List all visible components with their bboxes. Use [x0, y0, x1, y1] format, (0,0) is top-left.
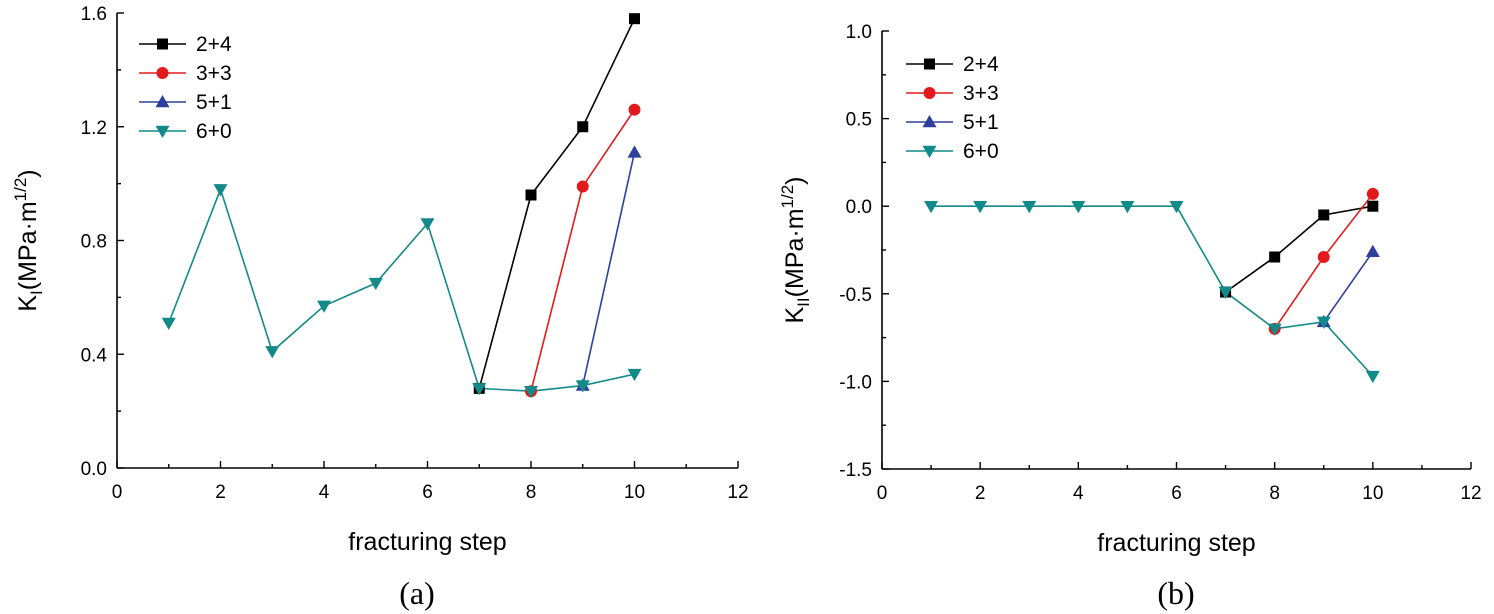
x-tick-label: 0	[877, 483, 888, 504]
data-point	[1071, 200, 1086, 214]
y-tick-label: 1.6	[81, 4, 107, 25]
series-line-2+4	[1225, 205, 1373, 293]
legend-label: 2+4	[963, 53, 999, 76]
data-point	[1316, 316, 1331, 329]
data-point	[627, 145, 642, 158]
legend-marker	[922, 115, 937, 128]
y-tick-label: 1.0	[846, 22, 872, 43]
panel-caption: (b)	[1157, 575, 1194, 611]
y-axis-title: KI(MPa·m1/2)	[11, 169, 46, 311]
x-tick-label: 8	[1269, 483, 1280, 504]
series-line-6+0	[931, 205, 1374, 377]
data-point	[420, 218, 435, 231]
data-point	[1269, 251, 1281, 263]
data-point	[628, 103, 641, 116]
y-tick-label: 0.4	[81, 345, 108, 366]
data-point	[161, 317, 176, 330]
data-point	[973, 200, 988, 214]
legend-marker	[157, 38, 168, 50]
data-point	[265, 346, 280, 359]
data-point	[524, 385, 538, 399]
x-tick-label: 2	[215, 482, 226, 503]
data-point	[525, 189, 537, 201]
y-tick-label: -1.0	[839, 372, 872, 393]
legend-label: 3+3	[963, 82, 999, 105]
y-tick-label: 0.0	[846, 197, 872, 218]
data-point	[1365, 244, 1380, 258]
legend-marker	[156, 67, 169, 79]
x-tick-label: 10	[1362, 483, 1383, 504]
x-tick-label: 6	[422, 482, 433, 503]
panel-caption: (a)	[399, 575, 435, 611]
legend-label: 2+4	[196, 33, 232, 56]
data-point	[368, 277, 383, 291]
data-point	[1365, 370, 1380, 384]
legend-marker	[923, 87, 936, 99]
data-point	[1022, 200, 1037, 214]
data-point	[1367, 200, 1379, 212]
y-tick-label: 0.8	[81, 232, 107, 253]
legend-marker	[155, 95, 170, 108]
series-line-3+3	[530, 109, 636, 392]
data-point	[213, 184, 228, 197]
x-tick-label: 10	[624, 482, 645, 503]
y-tick-label: -0.5	[839, 285, 872, 306]
x-tick-label: 12	[727, 482, 748, 503]
data-point	[1267, 323, 1282, 336]
y-tick-label: 0.5	[846, 110, 872, 131]
legend-label: 3+3	[196, 62, 232, 85]
data-point	[317, 300, 331, 313]
legend-label: 5+1	[963, 111, 999, 134]
data-point	[576, 180, 589, 193]
data-point	[629, 13, 640, 25]
y-tick-label: 0.0	[81, 459, 107, 480]
data-point	[1120, 200, 1135, 214]
x-tick-label: 2	[975, 483, 986, 504]
legend-marker	[924, 58, 935, 70]
series-line-5+1	[1323, 251, 1374, 323]
data-point	[575, 380, 590, 393]
data-point	[1169, 200, 1184, 214]
x-tick-label: 4	[1073, 483, 1084, 504]
x-tick-label: 12	[1460, 483, 1481, 504]
x-axis-title: fracturing step	[348, 528, 506, 556]
legend-label: 6+0	[963, 140, 999, 163]
x-tick-label: 6	[1171, 483, 1182, 504]
x-tick-label: 4	[319, 482, 330, 503]
y-tick-label: -1.5	[839, 460, 872, 481]
data-point	[1318, 209, 1330, 221]
x-axis-title: fracturing step	[1097, 529, 1255, 557]
legend-label: 6+0	[196, 120, 232, 143]
data-point	[577, 121, 589, 133]
data-point	[627, 368, 642, 382]
legend-marker	[922, 145, 937, 158]
data-point	[1218, 286, 1233, 300]
series-line-2+4	[478, 18, 636, 389]
series-line-6+0	[168, 186, 635, 393]
series-line-5+1	[581, 152, 636, 386]
chart-panel-a: 0 2 4 6 8 10 12 0.0 0.4 0.8 1.2 1.6 fracturing step K…	[11, 4, 749, 611]
y-axis-title: KII(MPa·m1/2)	[778, 177, 813, 324]
x-tick-label: 0	[112, 482, 123, 503]
x-tick-label: 8	[526, 482, 537, 503]
data-point	[1317, 251, 1330, 264]
legend-label: 5+1	[196, 91, 232, 114]
data-point	[1366, 187, 1379, 200]
chart-panel-b: 0 2 4 6 8 10 12 -1.5 -1.0 -0.5 0.0 0.5 1.0 fracturing…	[778, 22, 1482, 611]
legend-marker	[155, 125, 170, 138]
y-tick-label: 1.2	[81, 118, 107, 139]
data-point	[472, 383, 487, 396]
data-point	[924, 200, 939, 214]
